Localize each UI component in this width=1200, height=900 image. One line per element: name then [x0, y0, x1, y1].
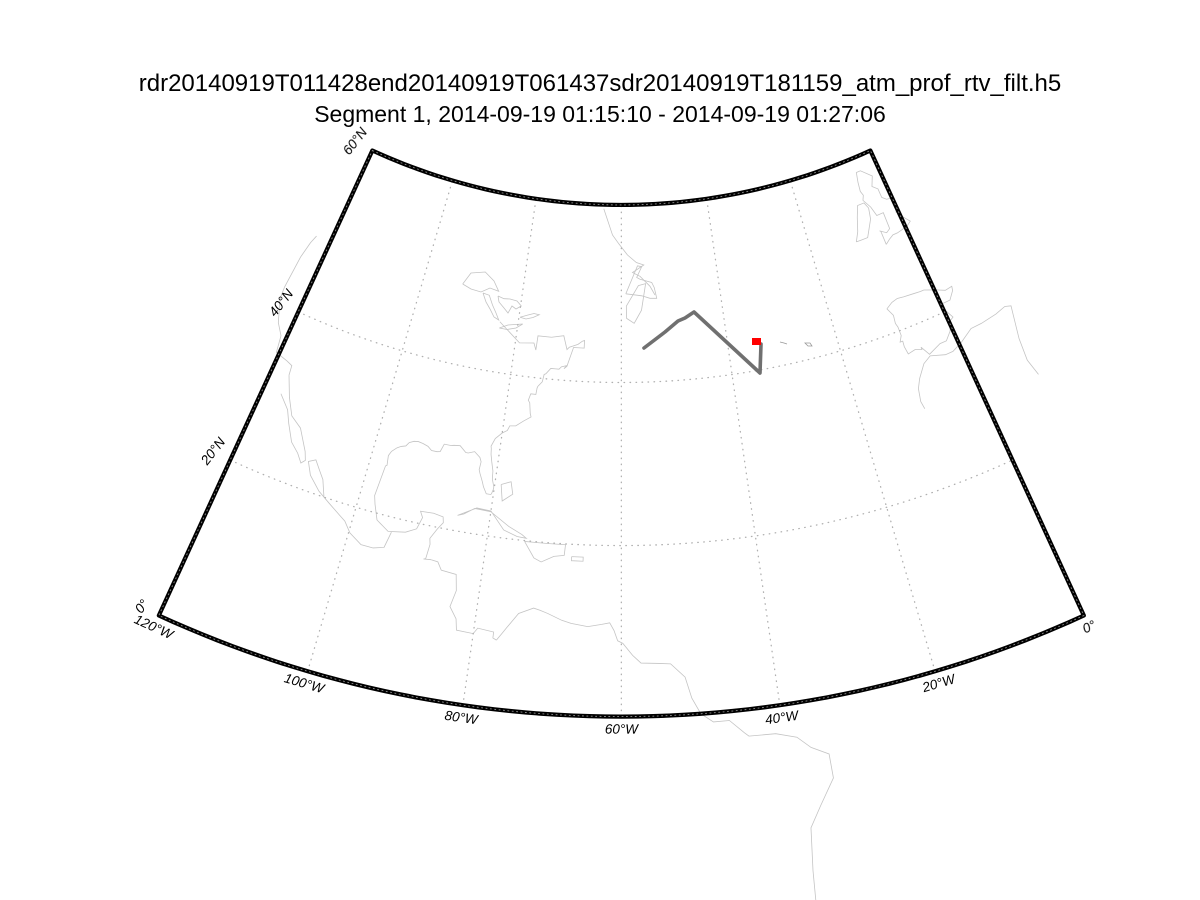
svg-text:120°W: 120°W	[132, 612, 176, 643]
svg-text:20°N: 20°N	[197, 434, 228, 468]
svg-text:60°W: 60°W	[605, 722, 639, 737]
svg-text:80°W: 80°W	[444, 708, 480, 728]
svg-text:0°: 0°	[1080, 617, 1099, 636]
svg-text:40°N: 40°N	[266, 286, 297, 319]
svg-text:60°N: 60°N	[340, 125, 371, 158]
svg-text:40°W: 40°W	[764, 708, 800, 728]
